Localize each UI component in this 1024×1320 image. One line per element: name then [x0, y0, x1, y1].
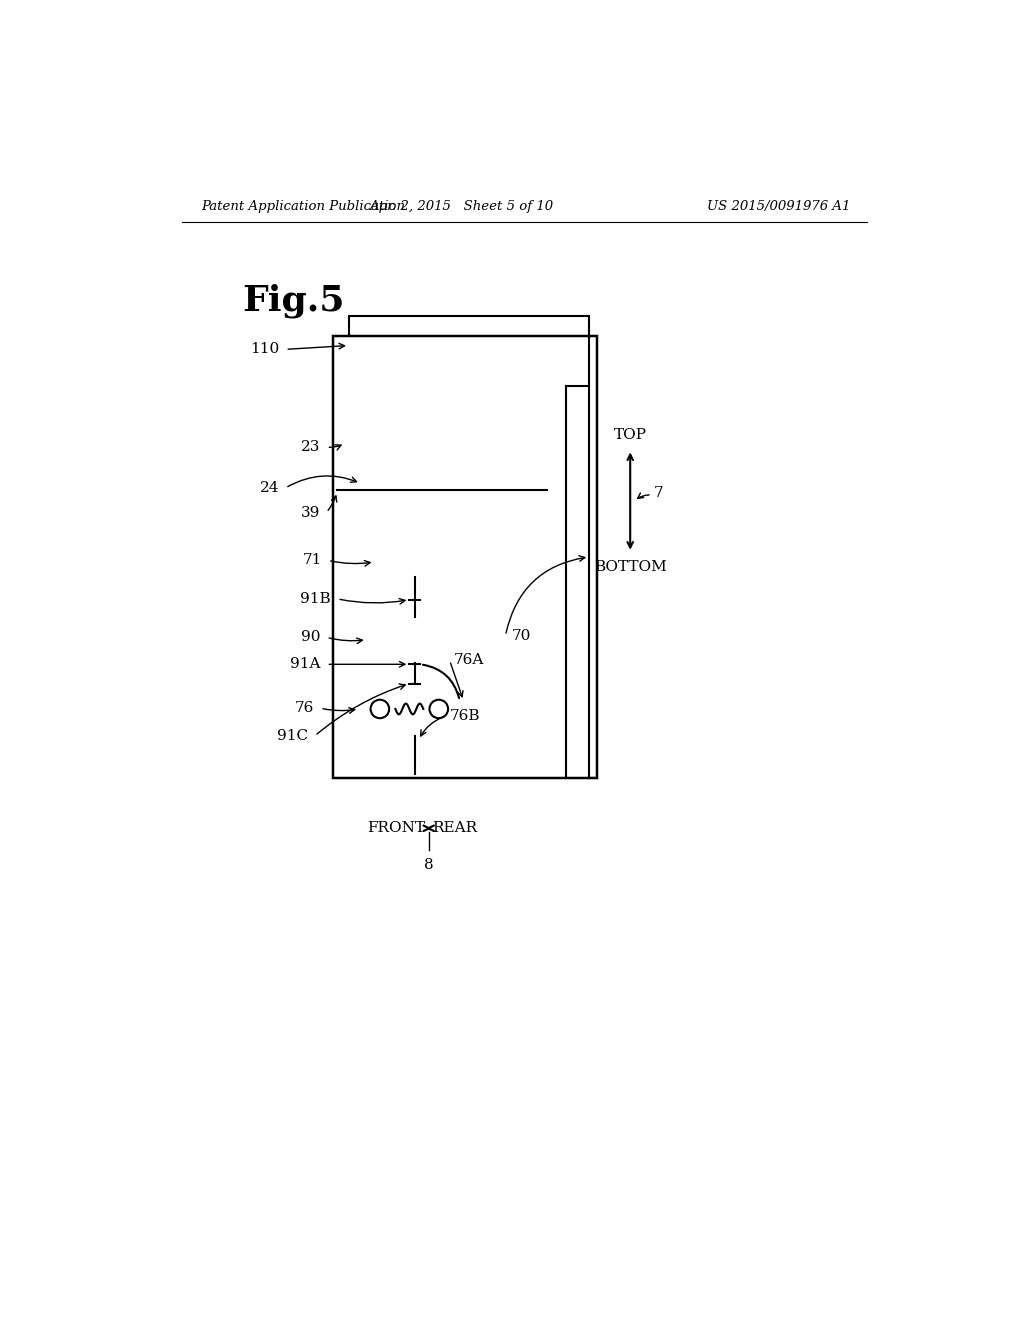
- Text: 76B: 76B: [450, 709, 480, 723]
- Text: US 2015/0091976 A1: US 2015/0091976 A1: [708, 199, 851, 213]
- Text: 91A: 91A: [290, 657, 321, 672]
- Text: REAR: REAR: [432, 821, 478, 836]
- Text: Patent Application Publication: Patent Application Publication: [202, 199, 406, 213]
- Text: 76: 76: [295, 701, 314, 715]
- Text: 23: 23: [301, 440, 321, 454]
- Text: 90: 90: [301, 631, 321, 644]
- Bar: [375, 548, 456, 577]
- Bar: [359, 682, 460, 737]
- Text: Fig.5: Fig.5: [243, 284, 345, 318]
- Text: 39: 39: [301, 506, 321, 520]
- Text: 91C: 91C: [278, 729, 308, 743]
- Bar: [337, 432, 547, 548]
- Text: 8: 8: [424, 858, 433, 871]
- Text: 110: 110: [250, 342, 280, 356]
- Text: TOP: TOP: [613, 428, 647, 442]
- Text: 76A: 76A: [454, 653, 484, 668]
- Text: 91B: 91B: [300, 591, 331, 606]
- Text: 7: 7: [653, 486, 664, 500]
- Text: 71: 71: [302, 553, 322, 568]
- Text: BOTTOM: BOTTOM: [594, 560, 667, 574]
- Bar: [334, 335, 597, 779]
- Text: FRONT: FRONT: [367, 821, 425, 836]
- Text: 70: 70: [512, 628, 531, 643]
- Text: 24: 24: [260, 480, 280, 495]
- Bar: [349, 317, 589, 389]
- Bar: [367, 616, 456, 663]
- Text: Apr. 2, 2015   Sheet 5 of 10: Apr. 2, 2015 Sheet 5 of 10: [370, 199, 553, 213]
